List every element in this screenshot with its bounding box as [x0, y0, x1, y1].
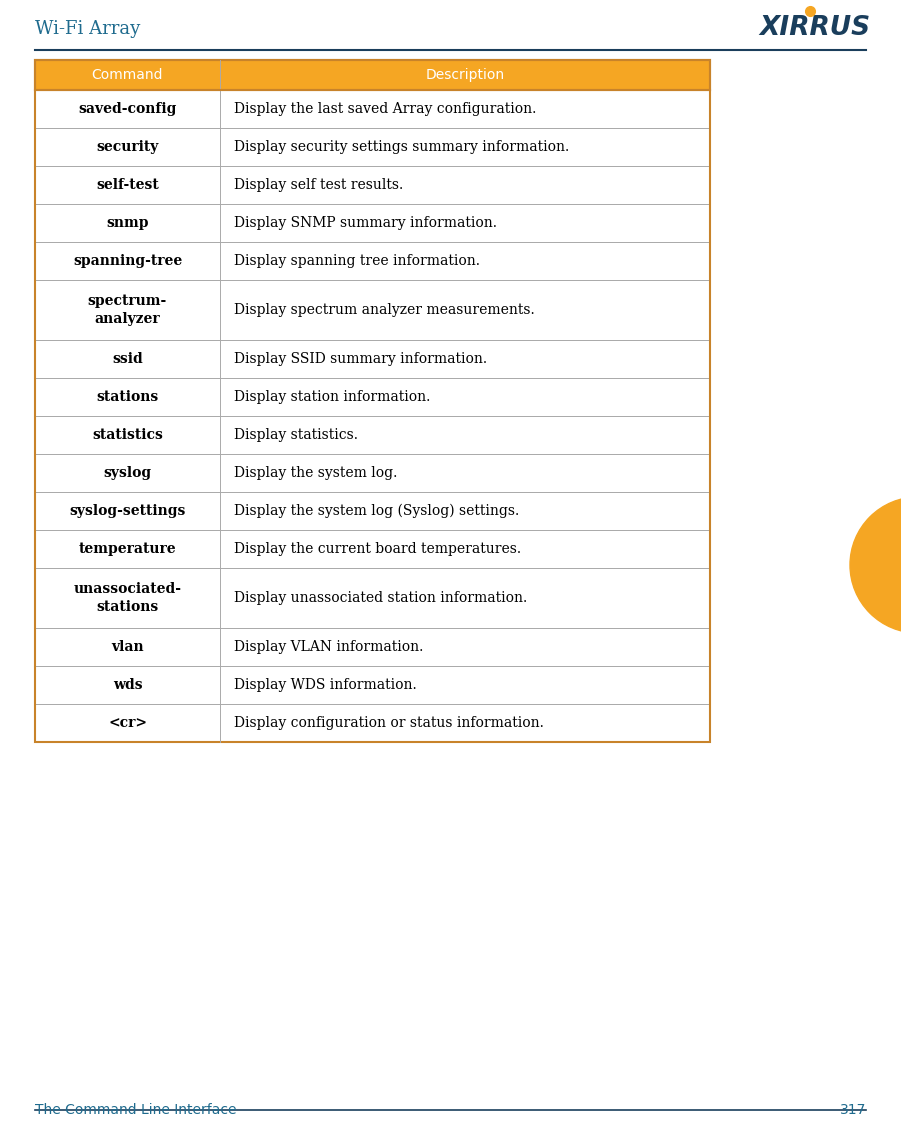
- Text: stations: stations: [96, 391, 159, 404]
- Bar: [35, 492, 710, 530]
- Text: Display configuration or status information.: Display configuration or status informat…: [234, 717, 544, 730]
- Text: saved-config: saved-config: [78, 102, 177, 115]
- Text: Display the system log (Syslog) settings.: Display the system log (Syslog) settings…: [234, 504, 519, 518]
- Text: self-test: self-test: [96, 178, 159, 192]
- Text: spectrum-
analyzer: spectrum- analyzer: [88, 294, 167, 326]
- Text: Display statistics.: Display statistics.: [234, 428, 358, 441]
- Bar: [35, 568, 710, 628]
- Bar: [35, 340, 710, 378]
- Bar: [35, 378, 710, 415]
- Text: temperature: temperature: [78, 542, 177, 556]
- Bar: [35, 280, 710, 340]
- Text: Display VLAN information.: Display VLAN information.: [234, 640, 423, 654]
- Bar: [35, 128, 710, 166]
- Text: Display unassociated station information.: Display unassociated station information…: [234, 591, 527, 604]
- Text: wds: wds: [113, 678, 142, 692]
- Text: vlan: vlan: [111, 640, 144, 654]
- Text: Display the system log.: Display the system log.: [234, 466, 397, 480]
- Text: The Command Line Interface: The Command Line Interface: [35, 1103, 236, 1117]
- Text: spanning-tree: spanning-tree: [73, 254, 182, 268]
- Bar: [35, 415, 710, 454]
- Text: XIRRUS: XIRRUS: [759, 15, 870, 41]
- Text: 317: 317: [840, 1103, 866, 1117]
- Text: unassociated-
stations: unassociated- stations: [74, 582, 181, 614]
- Text: Display self test results.: Display self test results.: [234, 178, 404, 192]
- Text: <cr>: <cr>: [108, 717, 147, 730]
- Bar: [35, 628, 710, 666]
- Text: security: security: [96, 140, 159, 154]
- Text: Display the last saved Array configuration.: Display the last saved Array configurati…: [234, 102, 536, 115]
- Text: statistics: statistics: [92, 428, 163, 441]
- Circle shape: [850, 497, 901, 633]
- Text: Display station information.: Display station information.: [234, 391, 431, 404]
- Bar: [35, 204, 710, 242]
- Text: Wi-Fi Array: Wi-Fi Array: [35, 20, 141, 38]
- Text: Display spanning tree information.: Display spanning tree information.: [234, 254, 480, 268]
- Text: syslog-settings: syslog-settings: [69, 504, 186, 518]
- Text: Description: Description: [425, 68, 505, 82]
- Bar: [35, 242, 710, 280]
- Bar: [35, 666, 710, 704]
- Bar: [35, 60, 710, 91]
- Text: snmp: snmp: [106, 216, 149, 230]
- Text: Display WDS information.: Display WDS information.: [234, 678, 417, 692]
- Text: Command: Command: [92, 68, 163, 82]
- Text: ssid: ssid: [112, 352, 143, 366]
- Text: Display spectrum analyzer measurements.: Display spectrum analyzer measurements.: [234, 303, 535, 317]
- Bar: [35, 530, 710, 568]
- Text: Display SSID summary information.: Display SSID summary information.: [234, 352, 487, 366]
- Text: Display the current board temperatures.: Display the current board temperatures.: [234, 542, 521, 556]
- Text: syslog: syslog: [104, 466, 151, 480]
- Text: Display security settings summary information.: Display security settings summary inform…: [234, 140, 569, 154]
- Bar: [35, 60, 710, 741]
- Bar: [35, 454, 710, 492]
- Bar: [35, 704, 710, 741]
- Bar: [35, 166, 710, 204]
- Bar: [35, 91, 710, 128]
- Text: Display SNMP summary information.: Display SNMP summary information.: [234, 216, 497, 230]
